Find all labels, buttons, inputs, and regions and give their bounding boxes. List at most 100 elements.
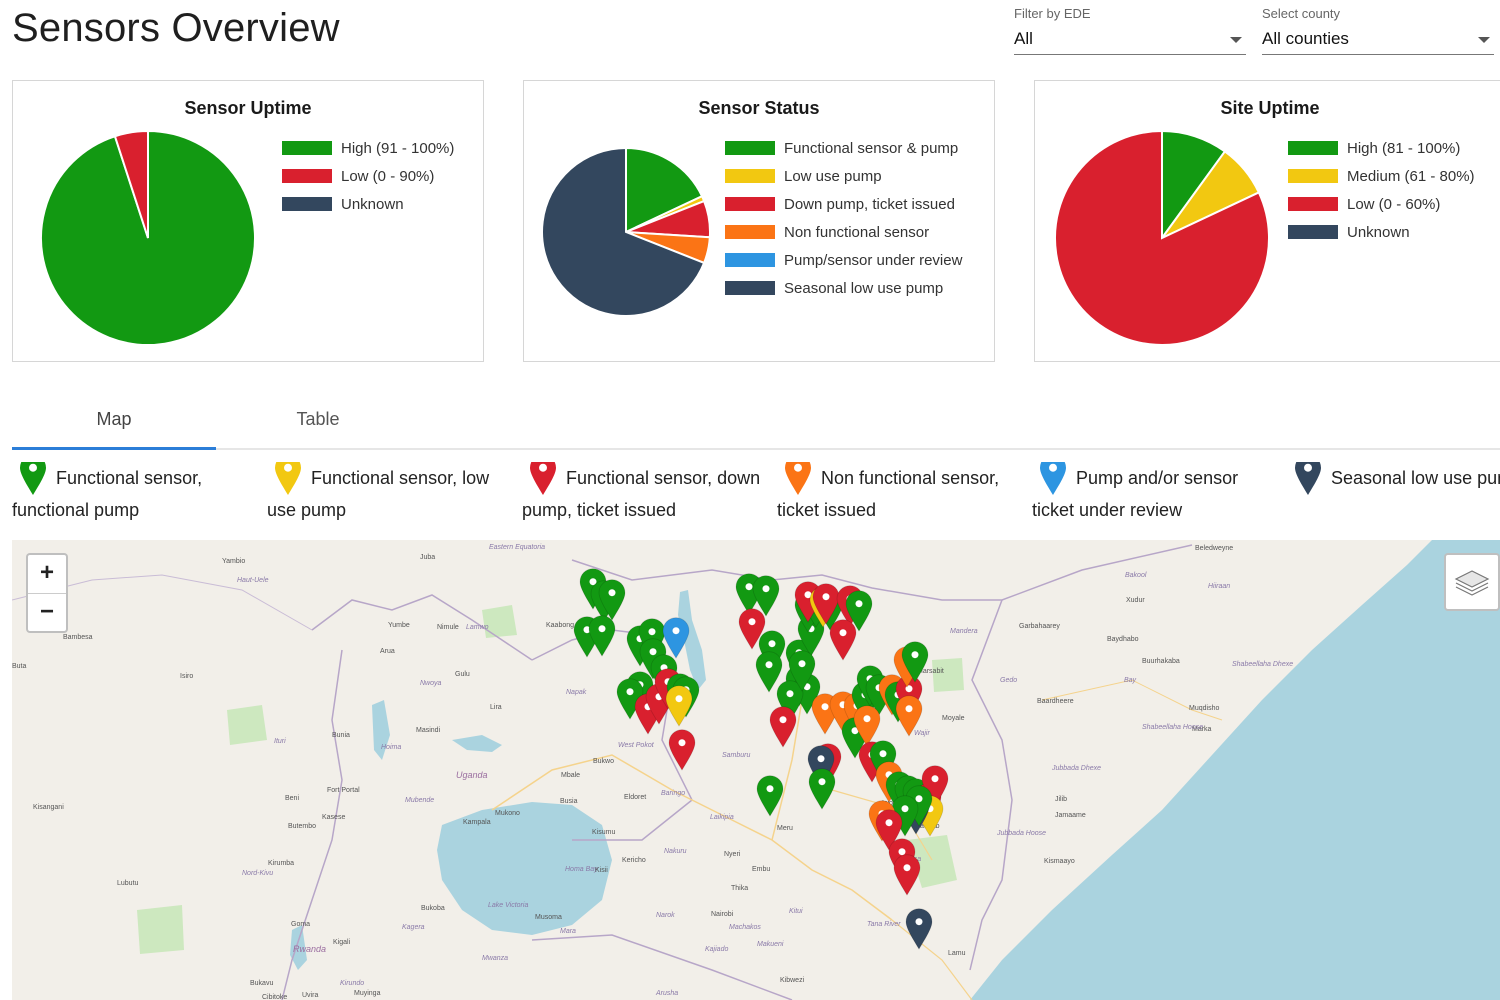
map-marker[interactable]	[895, 695, 923, 737]
pie-slice[interactable]	[625, 148, 704, 234]
layers-button[interactable]	[1444, 553, 1500, 611]
map-place-label: Xudur	[1126, 597, 1145, 604]
legend-item[interactable]: Low (0 - 60%)	[1288, 190, 1475, 218]
map-place-label: Bay	[1124, 677, 1137, 684]
map-place-label: Nimule	[437, 624, 459, 631]
card-title: Sensor Status	[698, 98, 820, 118]
map-pin-red-icon	[522, 462, 566, 495]
map-place-label: Homa Bay	[565, 866, 598, 873]
map-marker[interactable]	[662, 617, 690, 659]
pie-slice[interactable]	[541, 148, 706, 317]
map-place-label: Beledweyne	[1195, 545, 1234, 552]
sensor-map[interactable]: Juba Yambio Eastern Equatoria Kaabong Nimule…	[12, 540, 1500, 1000]
map-marker[interactable]	[788, 650, 816, 692]
map-tiles[interactable]	[12, 540, 1500, 1000]
legend-item[interactable]: Low (0 - 90%)	[282, 162, 454, 190]
map-marker[interactable]	[875, 809, 903, 851]
zoom-out-button[interactable]: −	[28, 593, 66, 631]
map-marker[interactable]	[905, 908, 933, 950]
map-marker[interactable]	[769, 706, 797, 748]
map-marker[interactable]	[893, 854, 921, 896]
map-legend-label: Non functional sensor, ticket issued	[777, 468, 1000, 520]
map-place-label: Marka	[1192, 726, 1212, 733]
legend-item[interactable]: Pump/sensor under review	[725, 246, 962, 274]
tab-table[interactable]: Table	[296, 409, 340, 429]
county-filter[interactable]: Select county All counties	[1262, 6, 1494, 55]
map-place-label: Jamaame	[1055, 812, 1086, 819]
legend-item[interactable]: High (81 - 100%)	[1288, 134, 1475, 162]
map-place-label: Jubbada Dhexe	[1052, 765, 1102, 772]
map-marker[interactable]	[665, 685, 693, 727]
legend-label: High (81 - 100%)	[1347, 139, 1461, 157]
legend-item[interactable]: Down pump, ticket issued	[725, 190, 962, 218]
map-marker[interactable]	[755, 651, 783, 693]
border-line	[311, 594, 533, 661]
map-legend: Functional sensor, functional pump Functi…	[12, 462, 1500, 532]
county-filter-select[interactable]: All counties	[1262, 27, 1494, 55]
sensor-uptime-card: Sensor Uptime High (91 - 100%) Low (0 - 9…	[12, 80, 484, 362]
map-place-label: Kirumba	[268, 860, 295, 867]
map-marker[interactable]	[639, 638, 667, 680]
map-legend-item: Functional sensor, functional pump	[12, 462, 262, 526]
legend-swatch	[725, 169, 775, 183]
pie-slice[interactable]	[40, 129, 256, 346]
legend-item[interactable]: Medium (61 - 80%)	[1288, 162, 1475, 190]
card-title: Site Uptime	[1220, 98, 1320, 118]
map-place-label: Garbahaarey	[1019, 623, 1060, 630]
map-place-label: Ituri	[274, 738, 286, 745]
legend-item[interactable]: Unknown	[282, 190, 454, 218]
map-place-label: Laikipia	[710, 814, 734, 821]
map-place-label: Mubende	[405, 797, 435, 804]
legend-item[interactable]: High (91 - 100%)	[282, 134, 454, 162]
pie-slice[interactable]	[113, 129, 149, 239]
map-place-label: Napak	[566, 689, 587, 696]
tab-map[interactable]: Map	[12, 398, 216, 450]
legend-item[interactable]: Seasonal low use pump	[725, 274, 962, 302]
park-area	[137, 905, 184, 954]
map-pin-blue-icon	[1032, 462, 1076, 495]
pie-slice[interactable]	[1054, 129, 1270, 346]
map-place-label: Eastern Equatoria	[489, 544, 546, 551]
map-marker[interactable]	[588, 615, 616, 657]
map-marker[interactable]	[598, 579, 626, 621]
map-place-label: Muqdisho	[1189, 705, 1220, 712]
legend-item[interactable]: Non functional sensor	[725, 218, 962, 246]
legend-item[interactable]: Functional sensor & pump	[725, 134, 962, 162]
map-place-label: Hoima	[381, 744, 402, 751]
map-place-label: Eldoret	[624, 794, 647, 801]
map-place-label: Kisumu	[592, 829, 616, 836]
map-marker[interactable]	[738, 608, 766, 650]
map-marker[interactable]	[807, 745, 835, 787]
ede-filter[interactable]: Filter by EDE All	[1014, 6, 1246, 55]
map-marker[interactable]	[901, 641, 929, 683]
map-marker[interactable]	[776, 680, 804, 722]
map-marker[interactable]	[829, 619, 857, 661]
map-marker[interactable]	[812, 583, 840, 625]
zoom-control: + −	[26, 553, 68, 633]
map-marker[interactable]	[668, 729, 696, 771]
sensor-uptime-legend: High (91 - 100%) Low (0 - 90%) Unknown	[282, 134, 454, 218]
map-place-label: Bukwo	[593, 758, 615, 765]
map-marker[interactable]	[752, 575, 780, 617]
lake-kivu	[290, 925, 307, 970]
map-marker[interactable]	[853, 705, 881, 747]
map-marker[interactable]	[758, 630, 786, 672]
map-marker[interactable]	[869, 740, 897, 782]
ede-filter-select[interactable]: All	[1014, 27, 1246, 55]
park-area	[482, 605, 517, 638]
zoom-in-button[interactable]: +	[39, 559, 54, 586]
legend-item[interactable]: Low use pump	[725, 162, 962, 190]
map-place-label: Yambio	[222, 558, 246, 565]
map-place-label: Hiiraan	[1208, 583, 1231, 590]
map-marker[interactable]	[756, 775, 784, 817]
map-place-label: Nwoya	[420, 680, 442, 687]
map-marker[interactable]	[845, 590, 873, 632]
lake-turkana	[678, 590, 706, 690]
site-uptime-pie-chart	[1054, 129, 1270, 346]
legend-swatch	[725, 253, 775, 267]
map-place-label: Shabeellaha Hoose	[1142, 724, 1204, 731]
map-legend-item: Functional sensor, low use pump	[267, 462, 517, 526]
legend-item[interactable]: Unknown	[1288, 218, 1475, 246]
lake-kyoga	[452, 735, 502, 752]
map-marker[interactable]	[808, 768, 836, 810]
